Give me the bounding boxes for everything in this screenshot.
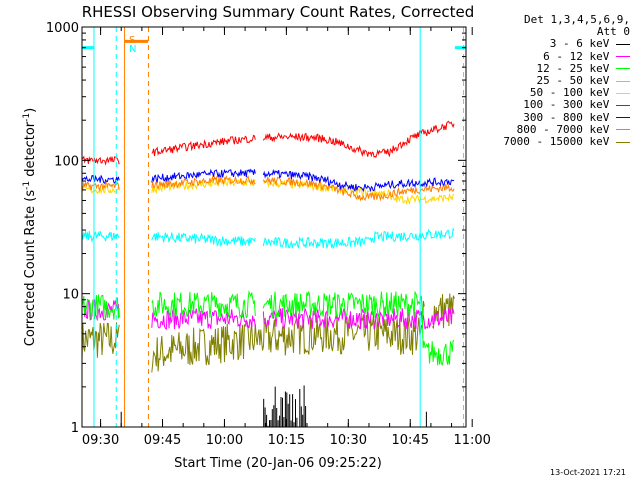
y-axis-label: Corrected Count Rate (s-1 detector-1) [22,108,38,346]
legend-label: 6 - 12 keV [543,49,616,63]
legend-swatch [616,80,630,82]
legend-label: 300 - 800 keV [523,110,616,124]
legend-label: 7000 - 15000 keV [503,135,616,149]
series-trace [81,177,455,206]
series-trace [81,227,455,250]
legend-attenuator: Att 0 [596,25,630,39]
series-trace [81,290,455,367]
legend: Det 1,3,4,5,6,9, Att 0 3 - 6 keV 6 - 12 … [470,13,630,149]
legend-entry: 3 - 6 keV [470,38,630,50]
legend-swatch [616,43,630,45]
series-trace [81,174,455,202]
legend-entry: 12 - 25 keV [470,61,630,75]
series-trace [81,168,455,193]
legend-label: 3 - 6 keV [549,37,616,51]
y-tick-label: 1000 [46,21,79,36]
x-tick-label: 11:00 [453,433,490,448]
legend-label: 100 - 300 keV [523,98,616,112]
legend-label: 25 - 50 keV [536,74,616,88]
y-tick-label: 10 [62,288,79,303]
x-tick-label: 10:45 [392,433,429,448]
x-tick-label: 09:30 [82,433,119,448]
legend-swatch [616,104,630,106]
legend-swatch [616,92,630,94]
legend-entry: 25 - 50 keV [470,74,630,88]
x-tick-label: 10:00 [206,433,243,448]
legend-entry: 50 - 100 keV [470,87,630,99]
legend-detectors: Det 1,3,4,5,6,9, [524,13,630,26]
x-tick-label: 10:30 [330,433,367,448]
generation-timestamp: 13-Oct-2021 17:21 [550,468,626,477]
legend-entry: 800 - 7000 keV [470,122,630,136]
legend-entry: 7000 - 15000 keV [470,135,630,149]
legend-entry: 300 - 800 keV [470,110,630,124]
axis-ticks: 1 10 100 1000 09:30 09:45 10:00 10:15 10:30 10:45… [46,21,491,448]
series-trace [120,385,427,427]
x-tick-label: 10:15 [268,433,305,448]
legend-swatch [616,141,630,143]
data-traces [81,120,455,427]
legend-swatch [616,68,630,70]
legend-entry: 100 - 300 keV [470,99,630,111]
plot-frame [81,26,467,428]
legend-label: 12 - 25 keV [536,61,616,75]
legend-swatch [616,117,630,119]
legend-swatch [616,56,630,58]
night-marker-label: N [129,44,136,55]
x-axis-label: Start Time (20-Jan-06 09:25:22) [174,456,382,471]
chart-title: RHESSI Observing Summary Count Rates, Co… [82,3,475,21]
event-markers [82,27,466,427]
legend-label: 50 - 100 keV [529,86,616,100]
series-trace [81,120,455,166]
y-tick-label: 100 [54,154,79,169]
saa-marker-label: S [129,35,135,46]
x-tick-label: 09:45 [144,433,181,448]
legend-entry: 6 - 12 keV [470,49,630,63]
y-tick-label: 1 [71,421,79,436]
legend-swatch [616,129,630,131]
legend-label: 800 - 7000 keV [516,122,616,136]
